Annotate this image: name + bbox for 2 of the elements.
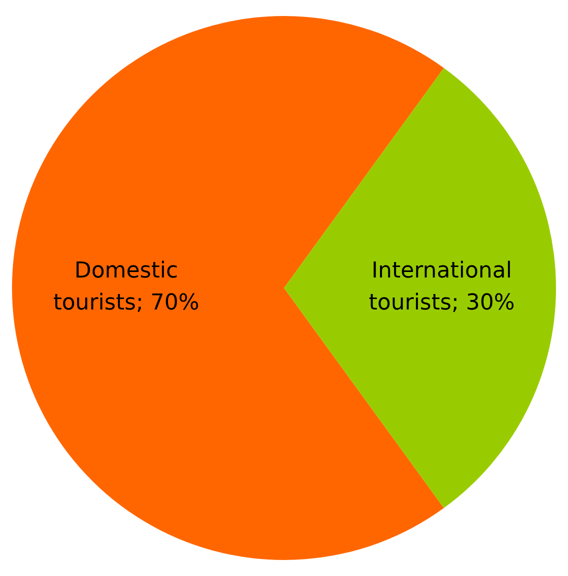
slice-label: Domestic tourists; 70% xyxy=(53,258,200,316)
slice-label: International tourists; 30% xyxy=(368,258,515,316)
